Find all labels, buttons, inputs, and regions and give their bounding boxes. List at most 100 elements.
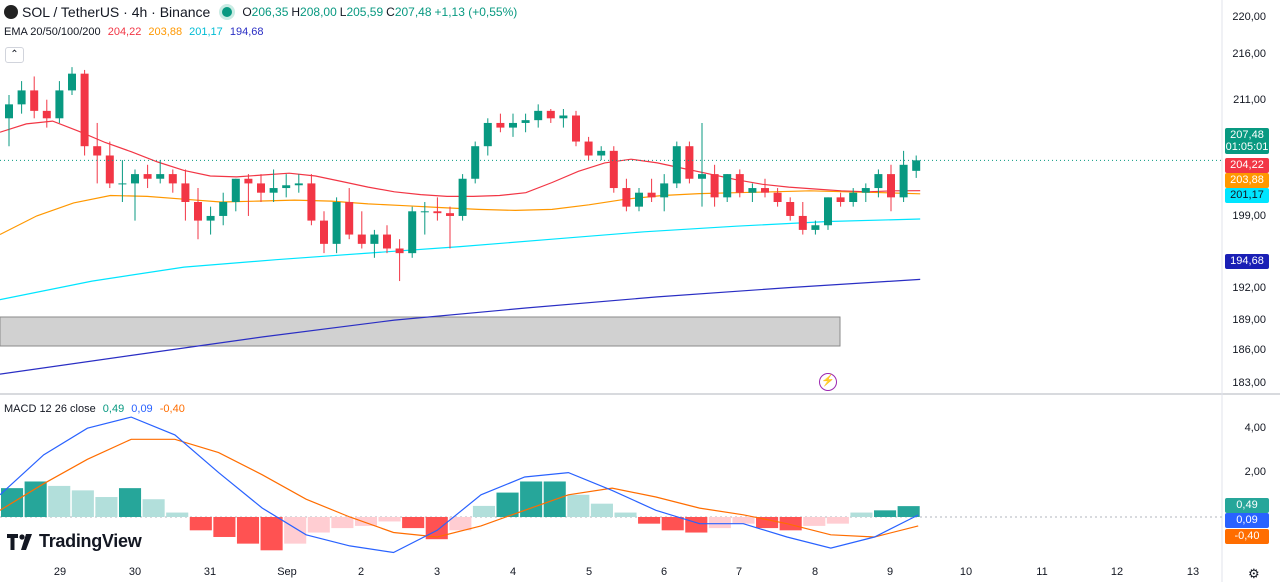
high-value: 208,00 (300, 5, 337, 19)
ema-legend[interactable]: EMA 20/50/100/200 204,22 203,88 201,17 1… (4, 26, 268, 38)
candle-body (572, 115, 580, 142)
ema200-price-label: 194,68 (1225, 254, 1269, 269)
macd-hist-label: 0,49 (1225, 498, 1269, 513)
macd-histogram-bar (166, 512, 189, 517)
last-price-value: 207,48 (1230, 129, 1264, 141)
brand-name: TradingView (39, 531, 142, 551)
tradingview-logo[interactable]: TradingView (7, 531, 142, 552)
macd-histogram-bar (638, 517, 661, 524)
collapse-legend-button[interactable]: ⌃ (5, 47, 24, 63)
macd-histogram-bar (779, 517, 802, 531)
candle-body (660, 183, 669, 198)
time-tick: 5 (585, 566, 593, 578)
candle-body (899, 164, 908, 198)
candle-body (143, 174, 152, 179)
macd-histogram-bar (236, 517, 260, 544)
candle-body (105, 155, 114, 184)
candle-body (496, 122, 505, 128)
time-tick: 3 (433, 566, 441, 578)
candle-body (647, 192, 656, 198)
price-tick: 211,00 (1233, 94, 1266, 106)
candle-body (710, 174, 719, 198)
close-label: C (386, 5, 395, 19)
settings-gear-icon[interactable]: ⚙ (1248, 566, 1260, 581)
symbol-title[interactable]: SOL / TetherUS · 4h · Binance (22, 4, 211, 20)
candle-body (811, 225, 820, 230)
time-tick: 13 (1186, 566, 1200, 578)
macd-histogram-bar (95, 497, 118, 517)
macd-histogram-bar (71, 490, 94, 517)
macd-line (0, 416, 919, 554)
macd-histogram-bar (118, 488, 142, 517)
candle-body (433, 211, 442, 214)
candle-body (93, 146, 102, 156)
macd-histogram-bar (661, 517, 684, 531)
candle-body (773, 192, 782, 202)
candle-body (244, 178, 253, 184)
macd-histogram-bar (189, 517, 212, 531)
macd-histogram-bar (614, 512, 637, 517)
macd-title: MACD 12 26 close (4, 403, 96, 415)
candle-body (181, 183, 190, 202)
ema200-line (0, 278, 921, 375)
candle-body (370, 234, 379, 244)
time-tick: 10 (959, 566, 973, 578)
time-tick: Sep (277, 566, 297, 578)
time-tick: 29 (53, 566, 67, 578)
candle-body (395, 248, 404, 254)
ema200-value: 194,68 (229, 26, 264, 38)
time-tick: 7 (735, 566, 743, 578)
candle-body (597, 150, 606, 156)
macd-signal-line (0, 438, 919, 538)
chevron-up-icon: ⌃ (10, 49, 19, 60)
candle-body (672, 146, 681, 184)
market-status-icon[interactable] (222, 7, 233, 17)
price-tick: 192,00 (1232, 282, 1266, 294)
macd-histogram-bar (897, 506, 920, 517)
macd-histogram-bar (378, 517, 401, 522)
last-price-label: 207,48 01:05:01 (1225, 128, 1269, 154)
macd-tick: 2,00 (1244, 466, 1266, 478)
tradingview-mark-icon (7, 533, 35, 550)
candle-body (42, 110, 51, 119)
macd-histogram-bar (874, 510, 897, 517)
candle-body (836, 197, 845, 202)
candle-body (635, 192, 643, 207)
support-zone (0, 316, 841, 347)
price-tick: 220,00 (1232, 11, 1266, 23)
lightning-icon[interactable]: ⚡ (819, 373, 837, 391)
macd-legend[interactable]: MACD 12 26 close 0,49 0,09 -0,40 (4, 403, 189, 415)
macd-histogram-bar (685, 517, 708, 533)
candle-body (68, 73, 76, 91)
candle-body (685, 146, 694, 179)
time-tick: 9 (886, 566, 894, 578)
time-tick: 30 (128, 566, 142, 578)
candle-body (257, 183, 265, 193)
macd-histogram-bar (732, 517, 755, 524)
candle-body (282, 185, 291, 189)
change-value: +1,13 (+0,55%) (434, 5, 518, 19)
candle-body (194, 202, 202, 221)
candle-body (861, 188, 870, 193)
macd-histogram-bar (496, 492, 519, 517)
macd-histogram-bar (213, 517, 236, 537)
time-tick: 31 (203, 566, 217, 578)
close-value: 207,48 (394, 5, 432, 19)
candle-body (798, 215, 807, 230)
candle-body (458, 178, 467, 216)
candle-body (345, 202, 354, 235)
candle-body (231, 178, 240, 202)
macd-histogram-bar (142, 499, 165, 517)
macd-histogram-bar (260, 517, 283, 551)
candle-body (294, 183, 303, 186)
candle-body (748, 188, 757, 193)
macd-histogram-bar (449, 517, 472, 531)
macd-line-label: 0,09 (1225, 513, 1269, 528)
candle-body (383, 234, 391, 249)
candle-body (874, 174, 883, 189)
candle-body (219, 202, 228, 216)
candle-body (622, 188, 631, 207)
macd-histogram-bar (708, 517, 731, 529)
